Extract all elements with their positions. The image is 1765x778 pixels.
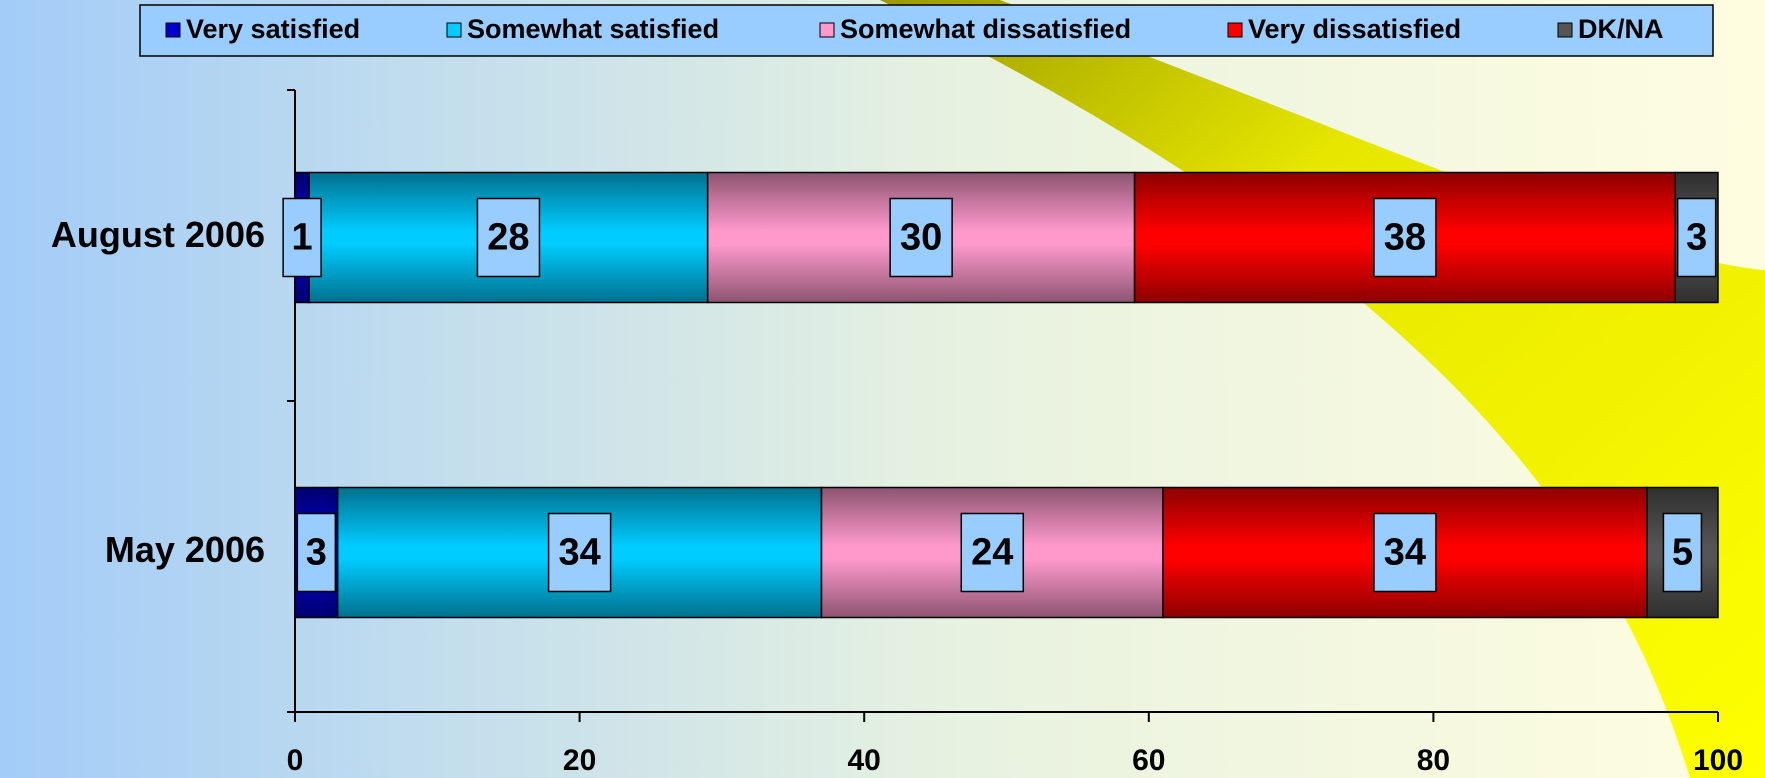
data-label: 38 xyxy=(1384,217,1426,259)
data-label: 5 xyxy=(1672,532,1693,574)
data-label-box xyxy=(960,512,1025,593)
legend-swatch xyxy=(1557,22,1573,38)
data-label: 24 xyxy=(971,532,1013,574)
legend-label: Very satisfied xyxy=(186,14,360,44)
data-label-box xyxy=(476,197,541,278)
data-label: 1 xyxy=(292,217,313,259)
data-label-box xyxy=(1373,197,1437,278)
data-label-box xyxy=(889,197,953,278)
category-label: May 2006 xyxy=(105,529,265,570)
data-label: 28 xyxy=(487,217,529,259)
legend-swatch xyxy=(819,22,835,38)
decorative-swoosh xyxy=(880,0,1765,778)
x-tick-label: 80 xyxy=(1417,744,1450,777)
data-label: 34 xyxy=(558,532,600,574)
data-label-box xyxy=(1662,512,1703,593)
legend xyxy=(139,4,1714,57)
data-label-box xyxy=(296,512,337,593)
data-label: 34 xyxy=(1384,532,1426,574)
x-tick-label: 40 xyxy=(848,744,881,777)
data-label-box xyxy=(282,197,322,278)
legend-swatch xyxy=(1227,22,1243,38)
legend-label: Very dissatisfied xyxy=(1248,14,1461,44)
x-tick-label: 60 xyxy=(1132,744,1165,777)
data-label-box xyxy=(1373,512,1437,593)
data-label-box xyxy=(547,512,612,593)
category-label: August 2006 xyxy=(51,214,265,255)
x-tick-label: 0 xyxy=(287,744,304,777)
legend-swatch xyxy=(165,22,181,38)
x-tick-label: 100 xyxy=(1693,744,1743,777)
legend-label: Somewhat satisfied xyxy=(467,14,719,44)
legend-swatch xyxy=(446,22,462,38)
data-label: 3 xyxy=(1686,217,1707,259)
legend-label: DK/NA xyxy=(1578,14,1664,44)
legend-label: Somewhat dissatisfied xyxy=(840,14,1131,44)
data-label: 3 xyxy=(306,532,327,574)
data-label: 30 xyxy=(900,217,942,259)
data-label-box xyxy=(1676,197,1717,278)
x-tick-label: 20 xyxy=(563,744,596,777)
